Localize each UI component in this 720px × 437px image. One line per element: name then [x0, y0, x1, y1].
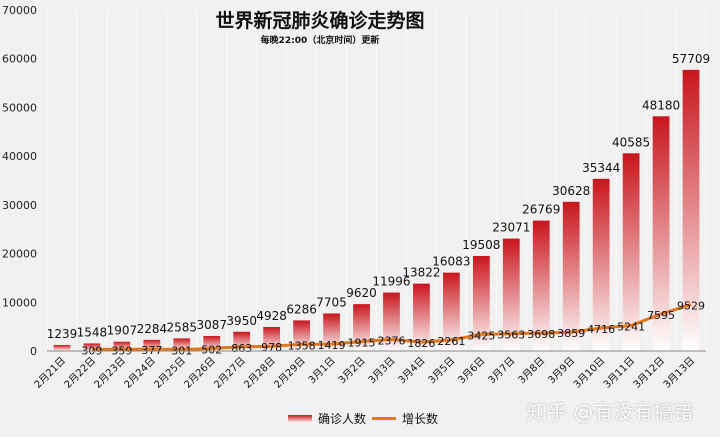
line-data-label: 502 [201, 344, 222, 357]
x-tick-label: 2月24日 [122, 355, 158, 391]
bar [442, 272, 460, 351]
x-tick-label: 3月13日 [661, 355, 697, 391]
line-data-label: 7595 [647, 309, 675, 322]
y-tick-label: 20000 [2, 248, 37, 261]
line-data-label: 9529 [677, 300, 705, 313]
bar-data-label: 3950 [226, 314, 257, 328]
x-tick-label: 2月29日 [272, 355, 308, 391]
line-data-label: 4716 [587, 323, 615, 336]
bar [682, 69, 700, 351]
bar-data-label: 11996 [372, 275, 410, 289]
x-tick-label: 3月6日 [456, 355, 488, 387]
line-data-label: 1358 [288, 339, 316, 352]
line-data-label: 2376 [377, 334, 405, 347]
x-tick-label: 3月4日 [396, 355, 428, 387]
bar [113, 341, 131, 351]
bar-data-label: 1239 [47, 327, 78, 341]
line-data-label: 1419 [318, 339, 346, 352]
bar-data-label: 13822 [402, 266, 440, 280]
bar [562, 201, 580, 351]
bar-data-label: 16083 [432, 255, 470, 269]
bar-data-label: 19508 [462, 238, 500, 252]
bar [83, 343, 101, 351]
x-tick-label: 2月21日 [32, 355, 68, 391]
x-tick-label: 3月5日 [426, 355, 458, 387]
y-tick-label: 60000 [2, 53, 37, 66]
bar [413, 283, 430, 351]
chart-title: 世界新冠肺炎确诊走势图 [215, 10, 425, 32]
bar-data-label: 6286 [286, 302, 317, 316]
bar-data-label: 4928 [256, 309, 287, 323]
x-tick-label: 2月22日 [62, 355, 98, 391]
line-data-label: 863 [231, 342, 252, 355]
x-tick-label: 3月3日 [366, 355, 398, 387]
bar-data-label: 40585 [612, 135, 650, 149]
y-tick-label: 30000 [2, 199, 37, 212]
legend-swatch-line [372, 417, 396, 420]
x-tick-label: 3月7日 [486, 355, 518, 387]
y-tick-label: 40000 [2, 150, 37, 163]
bar-data-label: 57709 [672, 52, 710, 66]
bar [502, 238, 520, 351]
legend-label: 增长数 [402, 412, 439, 426]
x-tick-label: 3月2日 [336, 355, 368, 387]
bar-data-label: 1548 [77, 325, 108, 339]
bar [592, 178, 610, 351]
bar-data-label: 7705 [316, 295, 347, 309]
x-tick-label: 2月25日 [152, 355, 188, 391]
bar-data-label: 26769 [522, 203, 560, 217]
legend-label: 确诊人数 [318, 412, 367, 426]
legend-item-confirmed: 确诊人数 [288, 410, 366, 427]
bar [53, 344, 71, 351]
bar [532, 220, 550, 351]
bar-data-label: 23071 [492, 221, 530, 235]
line-data-label: 1826 [407, 337, 435, 350]
bar-data-label: 9620 [346, 286, 377, 300]
bar [353, 304, 370, 351]
x-tick-label: 2月23日 [92, 355, 128, 391]
y-tick-label: 0 [30, 345, 37, 358]
growth-line [91, 303, 692, 352]
legend-swatch-bar [288, 415, 312, 422]
x-tick-label: 3月10日 [571, 355, 607, 391]
y-tick-label: 50000 [2, 101, 37, 114]
line-data-label: 3563 [497, 329, 525, 342]
line-data-label: 2261 [437, 335, 465, 348]
line-data-label: 3859 [557, 327, 585, 340]
bar-data-label: 2585 [167, 320, 198, 334]
x-tick-label: 3月11日 [601, 355, 637, 391]
bar-data-label: 30628 [552, 184, 590, 198]
x-tick-label: 2月27日 [212, 355, 248, 391]
bar [472, 255, 490, 351]
x-tick-label: 2月26日 [182, 355, 218, 391]
bar [323, 313, 340, 351]
legend-item-growth: 增长数 [372, 410, 438, 427]
x-tick-label: 2月28日 [242, 355, 278, 391]
line-data-label: 1915 [348, 337, 376, 350]
x-tick-label: 3月1日 [306, 355, 338, 387]
line-data-label: 3698 [527, 328, 555, 341]
bar-data-label: 48180 [642, 98, 680, 112]
bar [383, 292, 400, 351]
bar [173, 338, 191, 351]
x-tick-label: 3月12日 [631, 355, 667, 391]
y-tick-label: 70000 [2, 4, 37, 17]
bar [622, 153, 640, 351]
bar [143, 339, 161, 351]
y-tick-label: 10000 [2, 296, 37, 309]
line-data-label: 5241 [617, 320, 645, 333]
bar-data-label: 2284 [137, 322, 168, 336]
chart-subtitle: 每晚22:00（北京时间）更新 [260, 36, 380, 46]
watermark: 知乎 @有没有搞错 [527, 400, 694, 424]
bar-data-label: 1907 [107, 324, 138, 338]
bar-data-label: 35344 [582, 161, 620, 175]
bar [652, 116, 670, 351]
bar-data-label: 3087 [196, 318, 227, 332]
x-tick-label: 3月8日 [516, 355, 548, 387]
line-data-label: 3425 [467, 329, 495, 342]
line-data-label: 978 [261, 341, 282, 354]
